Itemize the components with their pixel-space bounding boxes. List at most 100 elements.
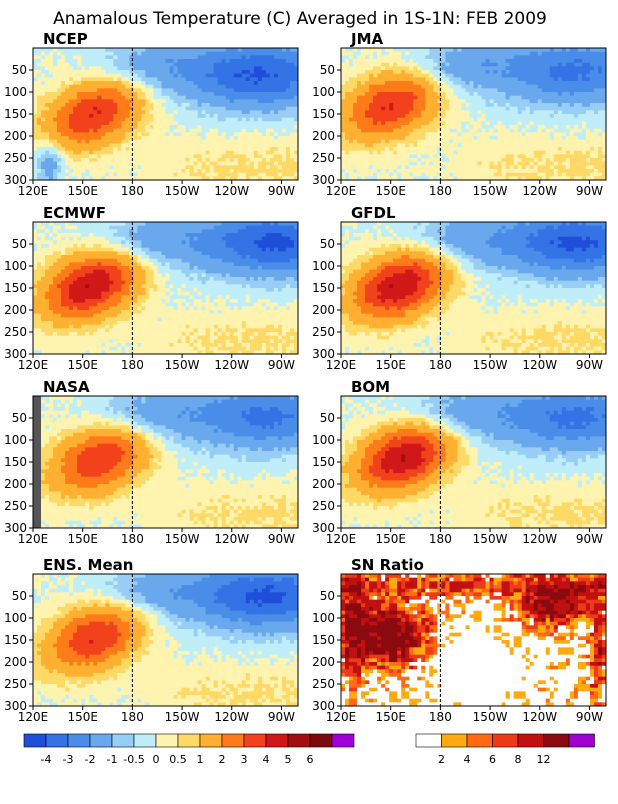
heatmap-cell <box>121 173 126 177</box>
heatmap-cell <box>53 107 58 111</box>
heatmap-cell <box>194 66 199 70</box>
heatmap-cell <box>49 66 54 70</box>
heatmap-cell <box>113 125 118 129</box>
heatmap-cell <box>558 154 563 158</box>
heatmap-cell <box>381 85 386 89</box>
heatmap-cell <box>361 121 366 125</box>
heatmap-cell <box>522 81 527 85</box>
heatmap-cell <box>546 154 551 158</box>
heatmap-cell <box>562 92 567 96</box>
heatmap-cell <box>226 143 231 147</box>
heatmap-cell <box>37 66 42 70</box>
heatmap-cell <box>449 173 454 177</box>
heatmap-cell <box>469 74 474 78</box>
heatmap-cell <box>349 52 354 56</box>
heatmap-cell <box>498 110 503 114</box>
heatmap-cell <box>421 74 426 78</box>
heatmap-cell <box>153 110 158 114</box>
heatmap-cell <box>45 96 50 100</box>
heatmap-cell <box>490 136 495 140</box>
heatmap-cell <box>570 118 575 122</box>
heatmap-cell <box>274 55 279 59</box>
heatmap-cell <box>274 96 279 100</box>
heatmap-cell <box>538 92 543 96</box>
heatmap-cell <box>425 136 430 140</box>
heatmap-cell <box>190 140 195 144</box>
heatmap-cell <box>190 169 195 173</box>
heatmap-cell <box>590 59 595 63</box>
heatmap-cell <box>282 118 287 122</box>
heatmap-cell <box>178 66 183 70</box>
heatmap-cell <box>413 81 418 85</box>
heatmap-cell <box>137 55 142 59</box>
heatmap-cell <box>274 77 279 81</box>
heatmap-cell <box>469 162 474 166</box>
heatmap-cell <box>341 74 346 78</box>
heatmap-cell <box>518 151 523 155</box>
heatmap-cell <box>81 140 86 144</box>
heatmap-cell <box>45 270 50 274</box>
heatmap-cell <box>161 147 166 151</box>
heatmap-cell <box>526 125 531 129</box>
heatmap-cell <box>546 81 551 85</box>
heatmap-cell <box>37 262 42 266</box>
heatmap-cell <box>550 158 555 162</box>
heatmap-cell <box>238 52 243 56</box>
heatmap-cell <box>250 70 255 74</box>
heatmap-cell <box>578 55 583 59</box>
heatmap-cell <box>490 110 495 114</box>
heatmap-cell <box>566 110 571 114</box>
heatmap-cell <box>41 266 46 270</box>
heatmap-cell <box>554 107 559 111</box>
heatmap-cell <box>145 52 150 56</box>
heatmap-cell <box>105 110 110 114</box>
heatmap-cell <box>514 114 519 118</box>
heatmap-cell <box>210 103 215 107</box>
heatmap-cell <box>230 48 235 52</box>
heatmap-cell <box>429 169 434 173</box>
heatmap-cell <box>282 165 287 169</box>
heatmap-cell <box>270 85 275 89</box>
heatmap-cell <box>282 173 287 177</box>
heatmap-cell <box>353 110 358 114</box>
heatmap-cell <box>129 88 134 92</box>
heatmap-cell <box>510 63 515 67</box>
heatmap-cell <box>210 143 215 147</box>
heatmap-cell <box>510 162 515 166</box>
heatmap-cell <box>574 92 579 96</box>
heatmap-cell <box>373 136 378 140</box>
heatmap-cell <box>37 284 42 288</box>
heatmap-cell <box>270 173 275 177</box>
heatmap-cell <box>186 129 191 133</box>
heatmap-cell <box>137 162 142 166</box>
heatmap-cell <box>397 77 402 81</box>
heatmap-cell <box>522 66 527 70</box>
heatmap-cell <box>250 110 255 114</box>
heatmap-cell <box>246 125 251 129</box>
heatmap-cell <box>37 121 42 125</box>
heatmap-cell <box>469 103 474 107</box>
heatmap-cell <box>250 118 255 122</box>
heatmap-cell <box>125 48 130 52</box>
heatmap-cell <box>278 77 283 81</box>
heatmap-cell <box>186 74 191 78</box>
heatmap-cell <box>518 55 523 59</box>
heatmap-cell <box>425 74 430 78</box>
heatmap-cell <box>465 165 470 169</box>
heatmap-cell <box>393 81 398 85</box>
heatmap-cell <box>361 118 366 122</box>
heatmap-cell <box>357 63 362 67</box>
heatmap-cell <box>226 99 231 103</box>
x-tick-label: 150E <box>67 184 98 198</box>
heatmap-cell <box>510 92 515 96</box>
heatmap-cell <box>125 88 130 92</box>
heatmap-cell <box>33 317 38 321</box>
heatmap-cell <box>486 55 491 59</box>
heatmap-cell <box>242 63 247 67</box>
heatmap-cell <box>534 173 539 177</box>
heatmap-cell <box>97 66 102 70</box>
heatmap-cell <box>586 70 591 74</box>
heatmap-cell <box>170 129 175 133</box>
heatmap-cell <box>41 92 46 96</box>
heatmap-cell <box>218 147 223 151</box>
